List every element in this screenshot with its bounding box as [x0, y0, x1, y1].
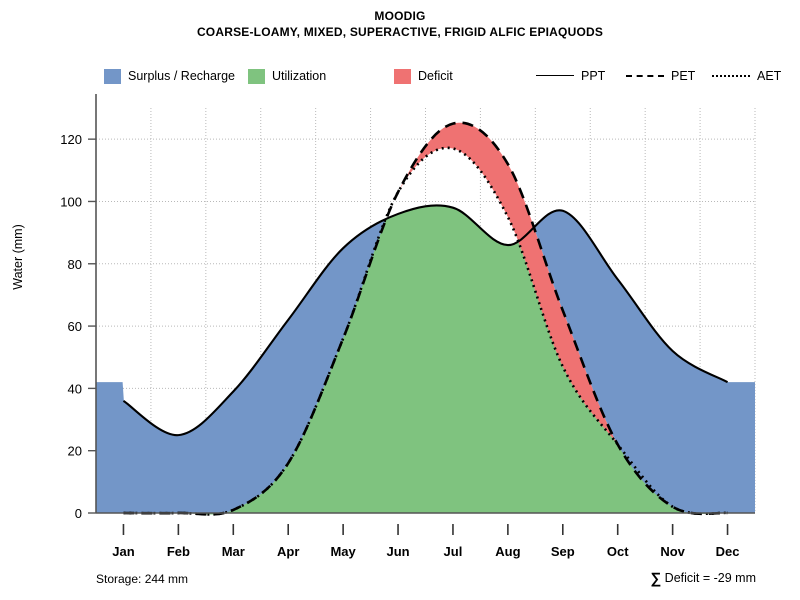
- x-tick-label-feb: Feb: [166, 544, 190, 559]
- svg-text:40: 40: [68, 381, 82, 396]
- axis-frame: [95, 94, 755, 514]
- series-lines: [122, 121, 729, 516]
- surplus-area: [96, 218, 387, 513]
- y-tick-labels: 0 20 40 60 80 100 120: [60, 132, 96, 521]
- deficit-area: [400, 122, 617, 444]
- series-line-pet: [123, 121, 728, 516]
- legend-item-aet: AET: [712, 66, 781, 86]
- deficit-annotation-text: Deficit = -29 mm: [661, 571, 756, 585]
- legend-item-pet: PET: [626, 66, 695, 86]
- sigma-icon: ∑: [650, 570, 662, 587]
- legend-label-utilization: Utilization: [272, 69, 327, 83]
- x-tick-label-dec: Dec: [715, 544, 740, 559]
- surplus-area: [534, 210, 755, 513]
- legend-item-utilization: Utilization: [248, 66, 326, 86]
- x-tick-label-aug: Aug: [495, 544, 521, 559]
- surplus-swatch-icon: [104, 68, 121, 84]
- area-fills: [96, 122, 755, 515]
- chart-title-line1: MOODIG: [374, 9, 426, 23]
- solid-line-icon: [536, 70, 574, 82]
- x-tick-label-apr: Apr: [277, 544, 300, 559]
- deficit-swatch-icon: [394, 68, 411, 84]
- x-tick-marks: [122, 524, 729, 535]
- svg-text:0: 0: [75, 506, 82, 521]
- utilization-area: [96, 205, 755, 515]
- legend-label-ppt: PPT: [581, 69, 606, 83]
- x-tick-label-jan: Jan: [112, 544, 135, 559]
- x-tick-label-oct: Oct: [606, 544, 629, 559]
- legend-item-ppt: PPT: [536, 66, 605, 86]
- x-tick-label-nov: Nov: [660, 544, 685, 559]
- legend-item-deficit: Deficit: [394, 66, 453, 86]
- svg-text:60: 60: [68, 319, 82, 334]
- legend-label-surplus: Surplus / Recharge: [128, 69, 236, 83]
- deficit-annotation: ∑ Deficit = -29 mm: [650, 570, 756, 587]
- x-tick-label-jul: Jul: [443, 544, 463, 559]
- x-tick-label-jun: Jun: [386, 544, 410, 559]
- svg-text:120: 120: [60, 132, 82, 147]
- utilization-swatch-icon: [248, 68, 265, 84]
- x-tick-label-may: May: [330, 544, 356, 559]
- legend-label-aet: AET: [757, 69, 782, 83]
- dotted-line-icon: [712, 70, 750, 82]
- chart-title: MOODIG COARSE-LOAMY, MIXED, SUPERACTIVE,…: [0, 8, 800, 40]
- chart-title-line2: COARSE-LOAMY, MIXED, SUPERACTIVE, FRIGID…: [196, 25, 604, 39]
- dashed-line-icon: [626, 70, 664, 82]
- svg-text:80: 80: [68, 257, 82, 272]
- legend-label-pet: PET: [671, 69, 696, 83]
- series-line-ppt: [122, 204, 729, 437]
- x-tick-label-mar: Mar: [221, 544, 245, 559]
- svg-text:20: 20: [68, 444, 82, 459]
- legend-item-surplus: Surplus / Recharge: [104, 66, 235, 86]
- storage-annotation: Storage: 244 mm: [96, 572, 189, 586]
- legend-label-deficit: Deficit: [418, 69, 453, 83]
- chart-legend: Surplus / Recharge Utilization Deficit P…: [0, 66, 800, 86]
- x-axis-labels: Jan Feb Mar Apr May Jun Jul Aug Sep Oct Nov Dec: [0, 544, 800, 564]
- svg-text:100: 100: [60, 194, 82, 209]
- x-tick-label-sep: Sep: [550, 544, 575, 559]
